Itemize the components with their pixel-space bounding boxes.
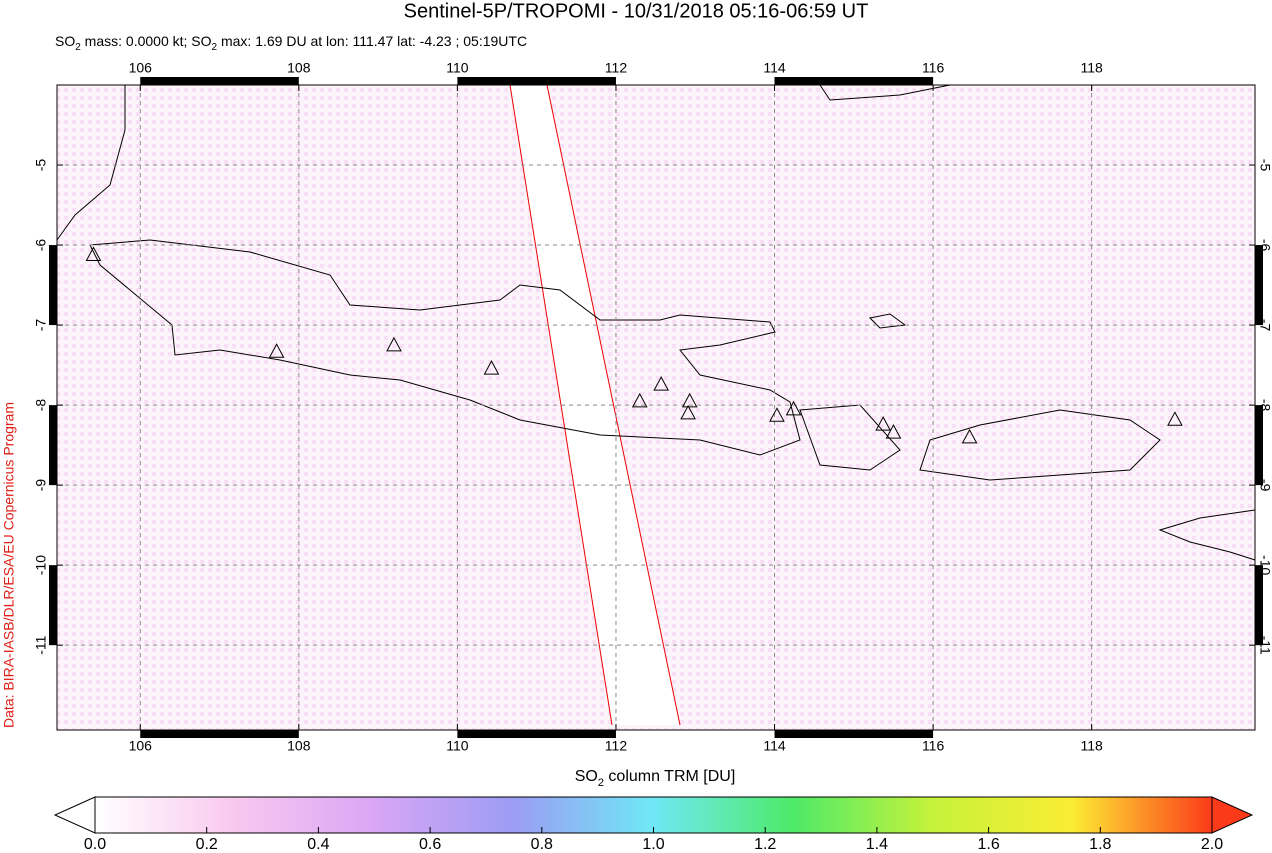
frame-segment [49,405,57,486]
colorbar-tick-label: 1.0 [642,836,664,853]
frame-segment [1255,245,1263,326]
colorbar-tick-label: 0.8 [531,836,553,853]
y-tick-label: -11 [1257,636,1272,655]
y-tick-label: -5 [33,159,49,172]
volcano [631,392,648,408]
plot-area [56,84,1256,730]
volcano [1167,411,1183,426]
x-tick-label: 110 [446,60,469,76]
volcano [875,416,891,431]
y-tick-label: -5 [1257,159,1272,172]
colorbar-tick-label: 1.8 [1089,836,1111,853]
x-tick-label: 118 [1081,738,1104,754]
x-tick-label: 118 [1081,60,1104,76]
y-tick-label: -10 [33,555,49,575]
volcano [483,360,500,375]
frame-segment [457,77,616,85]
x-tick-label: 116 [922,738,945,754]
subtitle-part: 2 [75,42,81,53]
y-tick-label: -6 [33,239,49,252]
subtitle-part: mass: 0.0000 kt; SO [81,33,212,49]
swath-edge [546,84,681,726]
colorbar-under [53,796,96,834]
colorbar-label-part: column TRM [DU] [604,768,735,785]
frame-segment [774,730,934,738]
volcano [680,404,696,420]
coastline [919,409,1161,481]
x-tick-label: 108 [287,738,311,754]
frame-segment [1255,565,1263,646]
x-tick-label: 106 [129,738,153,754]
colorbar-over [1211,796,1254,834]
coastline [799,404,901,471]
coastline [89,239,801,456]
volcano [386,336,402,352]
y-tick-label: -7 [33,319,49,332]
y-tick-label: -7 [1257,319,1272,332]
frame-segment [140,730,299,738]
colorbar-tick-label: 2.0 [1201,836,1223,853]
colorbar-tick-label: 1.2 [754,836,776,853]
frame-segment [49,565,57,646]
colorbar-label: SO2 column TRM [DU] [575,768,736,789]
x-tick-label: 106 [129,60,153,76]
volcano [268,343,285,358]
coastline [1158,509,1256,561]
subtitle-part: 2 [212,42,218,53]
x-tick-label: 114 [763,738,786,754]
frame-segment [774,77,934,85]
volcano [769,407,785,422]
volcano [85,246,102,261]
colorbar-label-part: 2 [598,777,604,789]
volcano [681,392,698,408]
x-tick-label: 112 [605,60,628,76]
frame-segment [1255,405,1263,486]
y-tick-label: -9 [33,479,49,492]
y-tick-label: -9 [1257,479,1272,492]
colorbar-tick-label: 0.6 [419,836,441,853]
subtitle-part: max: 1.69 DU at lon: 111.47 lat: -4.23 ;… [217,33,527,49]
y-tick-label: -11 [33,635,49,654]
colorbar-tick-label: 0.4 [307,836,329,853]
volcano [961,428,978,444]
x-tick-label: 108 [287,60,311,76]
credit: Data: BIRA-IASB/DLR/ESA/EU Copernicus Pr… [1,402,17,728]
x-tick-label: 116 [922,60,945,76]
frame-segment [49,245,57,326]
coastline [56,85,126,241]
frame-segment [457,730,616,738]
subtitle-part: SO [55,33,75,49]
colorbar-label-part: SO [575,768,598,785]
colorbar-tick-label: 0.0 [84,836,106,853]
volcano [785,400,802,416]
x-tick-label: 114 [763,60,786,76]
volcano [885,424,902,439]
coastline [819,84,951,101]
colorbar-tick-label: 0.2 [196,836,218,853]
colorbar-tick-label: 1.4 [866,836,888,853]
x-tick-label: 112 [605,738,628,754]
volcano [653,376,669,391]
colorbar-tick-label: 1.6 [977,836,999,853]
x-tick-label: 110 [446,738,469,754]
frame-segment [140,77,299,85]
subtitle: SO2 mass: 0.0000 kt; SO2 max: 1.69 DU at… [55,33,527,53]
y-tick-label: -8 [33,399,49,412]
title: Sentinel-5P/TROPOMI - 10/31/2018 05:16-0… [404,0,869,22]
